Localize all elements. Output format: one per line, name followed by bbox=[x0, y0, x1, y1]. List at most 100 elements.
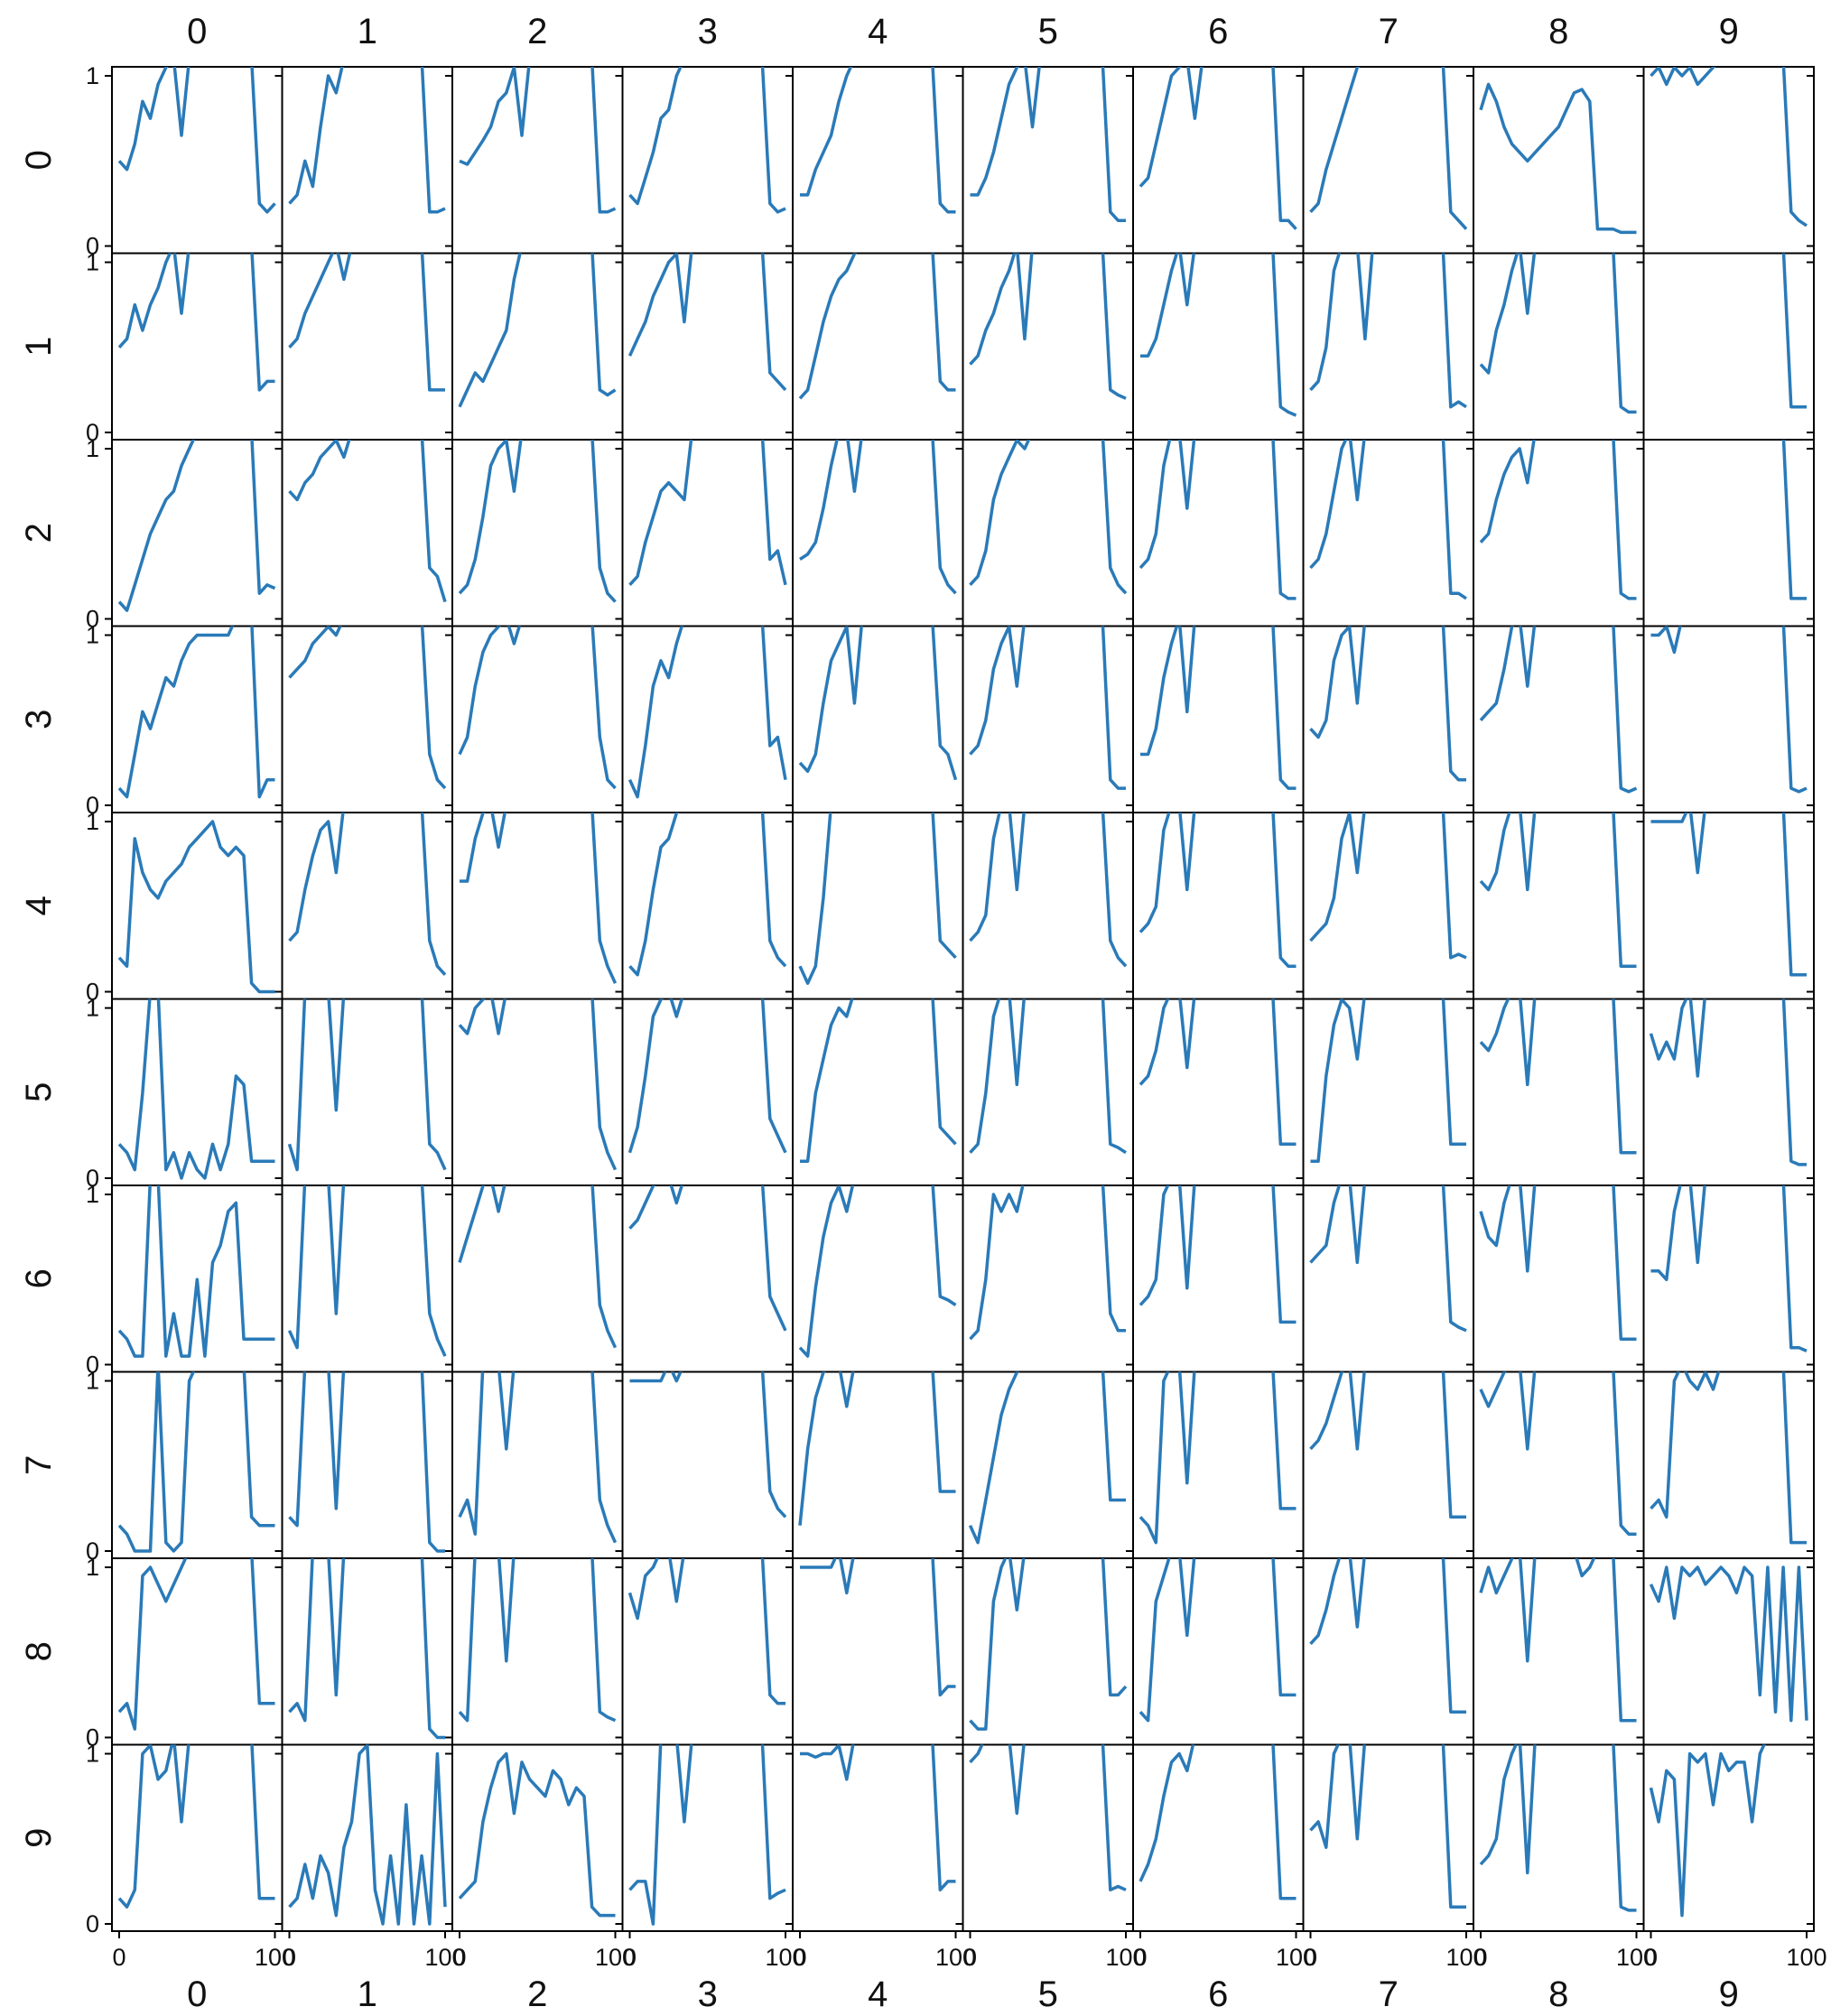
panel-r4-c8 bbox=[1466, 812, 1645, 1000]
panel-r5-c8 bbox=[1466, 998, 1645, 1186]
panel-r0-c3 bbox=[615, 66, 794, 255]
y-tick-label-3-1: 1 bbox=[86, 622, 99, 649]
series-line-r2-c8 bbox=[1479, 440, 1637, 600]
panel-r0-c6 bbox=[1126, 66, 1305, 255]
series-line-r8-c8 bbox=[1479, 1558, 1637, 1723]
panel-r8-c1 bbox=[274, 1557, 453, 1746]
panel-r5-c2 bbox=[445, 998, 624, 1186]
row-label-4: 4 bbox=[19, 896, 59, 915]
panel-r6-c7 bbox=[1296, 1185, 1474, 1373]
col-label-top-4: 4 bbox=[868, 12, 888, 51]
y-tick-label-7-0: 0 bbox=[86, 1538, 99, 1565]
series-line-r6-c8 bbox=[1479, 1185, 1637, 1341]
x-tick-label-9-0: 0 bbox=[1644, 1944, 1658, 1971]
y-tick-label-0-0: 0 bbox=[86, 233, 99, 260]
series-line-r8-c9 bbox=[1649, 1565, 1808, 1723]
x-tick-label-6-1: 100 bbox=[1276, 1944, 1316, 1971]
series-line-r4-c1 bbox=[288, 813, 447, 976]
panel-r5-c5 bbox=[955, 998, 1134, 1186]
series-line-r4-c4 bbox=[798, 813, 957, 985]
series-line-r4-c6 bbox=[1139, 813, 1297, 968]
panel-r9-c4 bbox=[785, 1743, 964, 1932]
y-tick-label-7-1: 1 bbox=[86, 1368, 99, 1395]
panel-r1-c7 bbox=[1296, 252, 1474, 441]
x-tick-label-4-0: 0 bbox=[793, 1944, 806, 1971]
panel-r6-c4 bbox=[785, 1185, 964, 1373]
row-label-0: 0 bbox=[19, 150, 59, 170]
panel-frame bbox=[1132, 625, 1305, 813]
row-label-1: 1 bbox=[19, 337, 59, 357]
x-tick-label-1-0: 0 bbox=[283, 1944, 296, 1971]
series-line-r2-c7 bbox=[1309, 440, 1467, 600]
x-tick-label-2-0: 0 bbox=[452, 1944, 466, 1971]
y-tick-label-2-1: 1 bbox=[86, 435, 99, 462]
series-line-r9-c2 bbox=[458, 1751, 616, 1918]
panel-r3-c9 bbox=[1636, 625, 1815, 813]
row-label-9: 9 bbox=[19, 1828, 59, 1848]
panel-r3-c4 bbox=[785, 625, 964, 813]
series-line-r3-c7 bbox=[1309, 626, 1466, 782]
y-tick-label-2-0: 0 bbox=[86, 606, 99, 633]
series-line-r0-c3 bbox=[628, 67, 786, 214]
series-line-r9-c4 bbox=[800, 1744, 956, 1892]
y-tick-label-6-0: 0 bbox=[86, 1352, 99, 1379]
series-line-r4-c9 bbox=[1650, 813, 1807, 977]
panel-r9-c9 bbox=[1636, 1743, 1815, 1932]
col-label-bottom-7: 7 bbox=[1379, 1974, 1399, 2014]
panel-r7-c0 bbox=[105, 1370, 283, 1559]
panel-r3-c3 bbox=[615, 625, 794, 813]
panel-r9-c1 bbox=[274, 1743, 453, 1932]
panel-r7-c7 bbox=[1296, 1370, 1474, 1559]
series-line-r5-c0 bbox=[117, 999, 275, 1180]
series-line-r0-c5 bbox=[970, 67, 1126, 222]
panel-frame bbox=[451, 1743, 624, 1932]
panel-r0-c8 bbox=[1466, 66, 1645, 255]
series-line-r7-c5 bbox=[968, 1371, 1126, 1545]
series-line-r8-c5 bbox=[969, 1558, 1128, 1731]
x-tick-label-3-1: 100 bbox=[765, 1944, 805, 1971]
series-line-r5-c7 bbox=[1310, 999, 1466, 1163]
col-label-bottom-8: 8 bbox=[1548, 1974, 1568, 2014]
col-label-top-3: 3 bbox=[698, 12, 718, 51]
panel-r3-c0 bbox=[105, 625, 283, 813]
panel-r2-c8 bbox=[1466, 439, 1645, 627]
panel-r7-c9 bbox=[1636, 1370, 1815, 1559]
panel-r2-c4 bbox=[785, 439, 964, 627]
panel-r3-c7 bbox=[1296, 625, 1474, 813]
panel-r1-c1 bbox=[274, 252, 453, 441]
panel-r8-c8 bbox=[1466, 1557, 1645, 1746]
panel-r2-c3 bbox=[615, 439, 794, 627]
series-line-r3-c6 bbox=[1140, 626, 1297, 790]
series-line-r1-c2 bbox=[458, 253, 617, 408]
y-tick-label-0-1: 1 bbox=[86, 62, 99, 89]
y-tick-label-4-0: 0 bbox=[86, 979, 99, 1006]
panel-r2-c7 bbox=[1296, 439, 1474, 627]
panel-r0-c1 bbox=[274, 66, 453, 255]
panel-r6-c0 bbox=[105, 1185, 283, 1373]
panel-r2-c2 bbox=[445, 439, 624, 627]
series-line-r0-c8 bbox=[1479, 82, 1637, 235]
series-line-r1-c5 bbox=[969, 253, 1127, 400]
panel-r4-c9 bbox=[1636, 812, 1815, 1000]
panel-r8-c4 bbox=[785, 1557, 964, 1746]
panel-r5-c0 bbox=[105, 998, 283, 1186]
panel-r6-c8 bbox=[1466, 1185, 1645, 1373]
panel-r9-c7 bbox=[1296, 1743, 1474, 1932]
col-label-top-6: 6 bbox=[1208, 12, 1228, 51]
x-tick-label-7-0: 0 bbox=[1304, 1944, 1317, 1971]
series-line-r0-c9 bbox=[1650, 67, 1808, 228]
x-tick-label-4-1: 100 bbox=[935, 1944, 976, 1971]
panel-r3-c2 bbox=[445, 625, 624, 813]
panel-r3-c1 bbox=[274, 625, 453, 813]
panel-r4-c7 bbox=[1296, 812, 1474, 1000]
series-line-r3-c9 bbox=[1650, 626, 1808, 794]
panel-r9-c0 bbox=[105, 1743, 283, 1932]
row-label-6: 6 bbox=[19, 1268, 59, 1288]
series-line-r5-c5 bbox=[969, 999, 1127, 1155]
x-tick-label-8-1: 100 bbox=[1616, 1944, 1657, 1971]
panel-r4-c4 bbox=[785, 812, 964, 1000]
panel-r8-c6 bbox=[1126, 1557, 1305, 1746]
panel-r6-c6 bbox=[1126, 1185, 1305, 1373]
panel-frame bbox=[111, 998, 283, 1186]
series-line-r7-c3 bbox=[629, 1371, 787, 1519]
